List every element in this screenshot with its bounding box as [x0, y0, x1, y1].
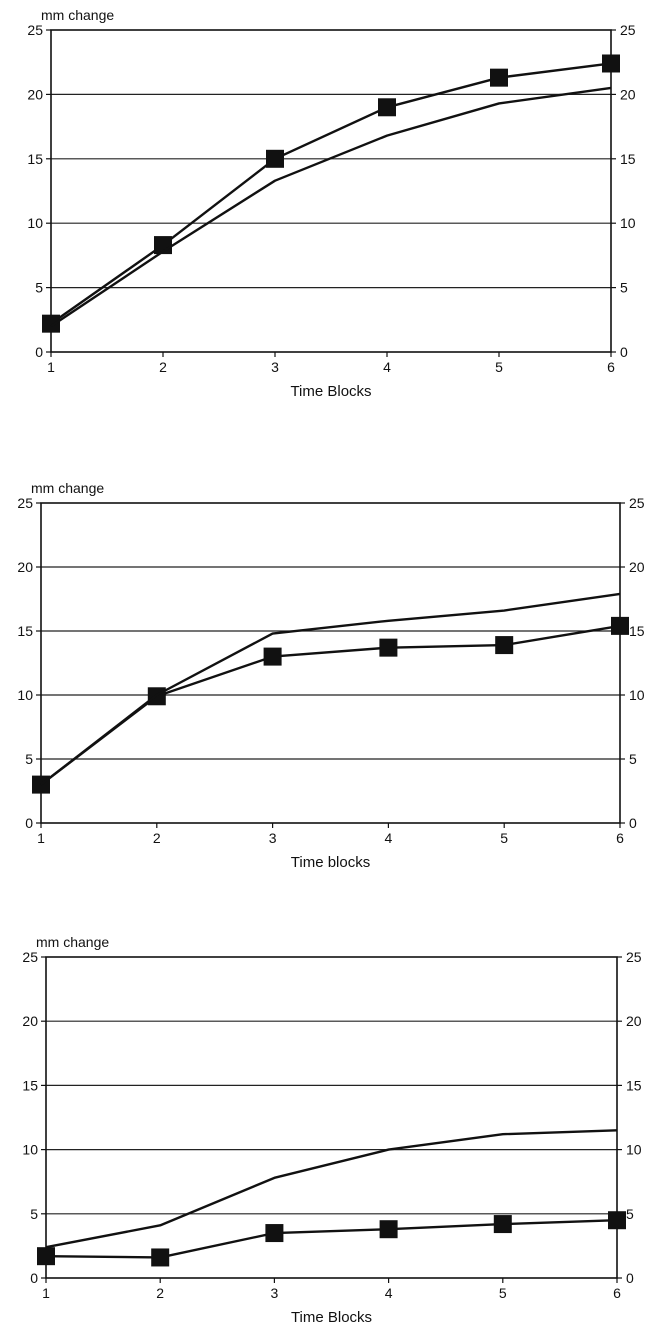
x-tick-label: 4 [385, 1285, 393, 1301]
y-tick-label-right: 15 [620, 151, 636, 167]
x-tick-label: 1 [37, 830, 45, 846]
series-1-marker [608, 1211, 626, 1230]
x-tick-label: 5 [500, 830, 508, 846]
series-1-marker [378, 98, 396, 117]
x-tick-label: 6 [616, 830, 624, 846]
series-1-marker [379, 638, 398, 657]
y-tick-label-right: 15 [629, 623, 645, 639]
y-tick-label-right: 10 [629, 687, 645, 703]
series-2-line [50, 86, 612, 328]
y-tick-label-left: 25 [27, 22, 43, 38]
y-tick-label-right: 20 [629, 559, 645, 575]
y-axis-label: mm change [36, 934, 109, 950]
y-tick-label-left: 0 [25, 815, 33, 831]
y-tick-label-right: 5 [626, 1206, 634, 1222]
x-tick-label: 4 [385, 830, 393, 846]
chart-1: 0 0 5 5 10 10 15 15 20 20 25 25 1 2 3 4 5 6 mm change Time … [27, 7, 635, 400]
x-tick-label: 3 [271, 1285, 279, 1301]
plot-frame [45, 956, 618, 1279]
x-tick-label: 5 [495, 359, 503, 375]
series-1-marker [379, 1220, 398, 1239]
y-tick-label-left: 20 [27, 86, 43, 102]
series-1-marker [266, 149, 284, 168]
y-axis-label: mm change [31, 480, 104, 496]
y-tick-label-left: 15 [17, 623, 33, 639]
y-tick-label-right: 20 [620, 86, 636, 102]
y-tick-label-right: 25 [620, 22, 636, 38]
series-2-line [45, 1129, 618, 1249]
y-tick-label-left: 25 [17, 495, 33, 511]
series-2-line [40, 592, 621, 786]
y-axis-label: mm change [41, 7, 114, 23]
x-axis-label: Time Blocks [290, 383, 371, 400]
series-1-marker [493, 1215, 512, 1234]
plot-frame [50, 29, 612, 353]
series-1-marker [495, 636, 514, 655]
x-tick-label: 3 [269, 830, 277, 846]
x-tick-label: 6 [613, 1285, 621, 1301]
series-1-marker [490, 68, 508, 87]
y-tick-label-left: 15 [22, 1077, 38, 1093]
y-tick-label-left: 15 [27, 151, 43, 167]
x-tick-label: 5 [499, 1285, 507, 1301]
y-tick-label-right: 25 [629, 495, 645, 511]
plot-frame [40, 502, 621, 824]
y-tick-label-left: 0 [35, 344, 43, 360]
series-1-marker [37, 1247, 55, 1266]
y-tick-label-left: 25 [22, 949, 38, 965]
series-1-marker [611, 616, 629, 635]
y-tick-label-left: 5 [30, 1206, 38, 1222]
y-tick-label-right: 0 [629, 815, 637, 831]
series-1-line [50, 62, 612, 325]
x-tick-label: 1 [47, 359, 55, 375]
x-tick-label: 2 [156, 1285, 164, 1301]
y-tick-label-left: 5 [25, 751, 33, 767]
y-tick-label-right: 0 [626, 1270, 634, 1286]
y-tick-label-left: 20 [22, 1013, 38, 1029]
y-tick-label-left: 10 [22, 1142, 38, 1158]
series-1-line [45, 1219, 618, 1259]
chart-3: 0 0 5 5 10 10 15 15 20 20 25 25 1 2 3 4 5 6 mm change Time … [22, 934, 641, 1326]
series-1-marker [602, 54, 620, 73]
y-tick-label-right: 5 [629, 751, 637, 767]
y-tick-label-right: 10 [620, 215, 636, 231]
y-tick-label-right: 15 [626, 1077, 642, 1093]
y-tick-label-right: 0 [620, 344, 628, 360]
x-tick-label: 1 [42, 1285, 50, 1301]
series-1-line [40, 624, 621, 786]
y-tick-label-right: 25 [626, 949, 642, 965]
x-tick-label: 4 [383, 359, 391, 375]
y-tick-label-left: 20 [17, 559, 33, 575]
x-tick-label: 6 [607, 359, 615, 375]
x-tick-label: 3 [271, 359, 279, 375]
series-1-marker [263, 647, 282, 666]
chart-2: 0 0 5 5 10 10 15 15 20 20 25 25 1 2 3 4 5 6 mm change Time … [17, 480, 644, 871]
series-1-marker [42, 314, 60, 333]
y-tick-label-right: 10 [626, 1142, 642, 1158]
x-tick-label: 2 [153, 830, 161, 846]
x-axis-label: Time Blocks [291, 1309, 372, 1326]
x-tick-label: 2 [159, 359, 167, 375]
series-1-marker [265, 1224, 284, 1243]
series-1-marker [151, 1248, 170, 1267]
y-tick-label-left: 10 [17, 687, 33, 703]
y-tick-label-right: 5 [620, 280, 628, 296]
y-tick-label-left: 0 [30, 1270, 38, 1286]
y-tick-label-left: 10 [27, 215, 43, 231]
x-axis-label: Time blocks [291, 854, 370, 871]
y-tick-label-left: 5 [35, 280, 43, 296]
y-tick-label-right: 20 [626, 1013, 642, 1029]
